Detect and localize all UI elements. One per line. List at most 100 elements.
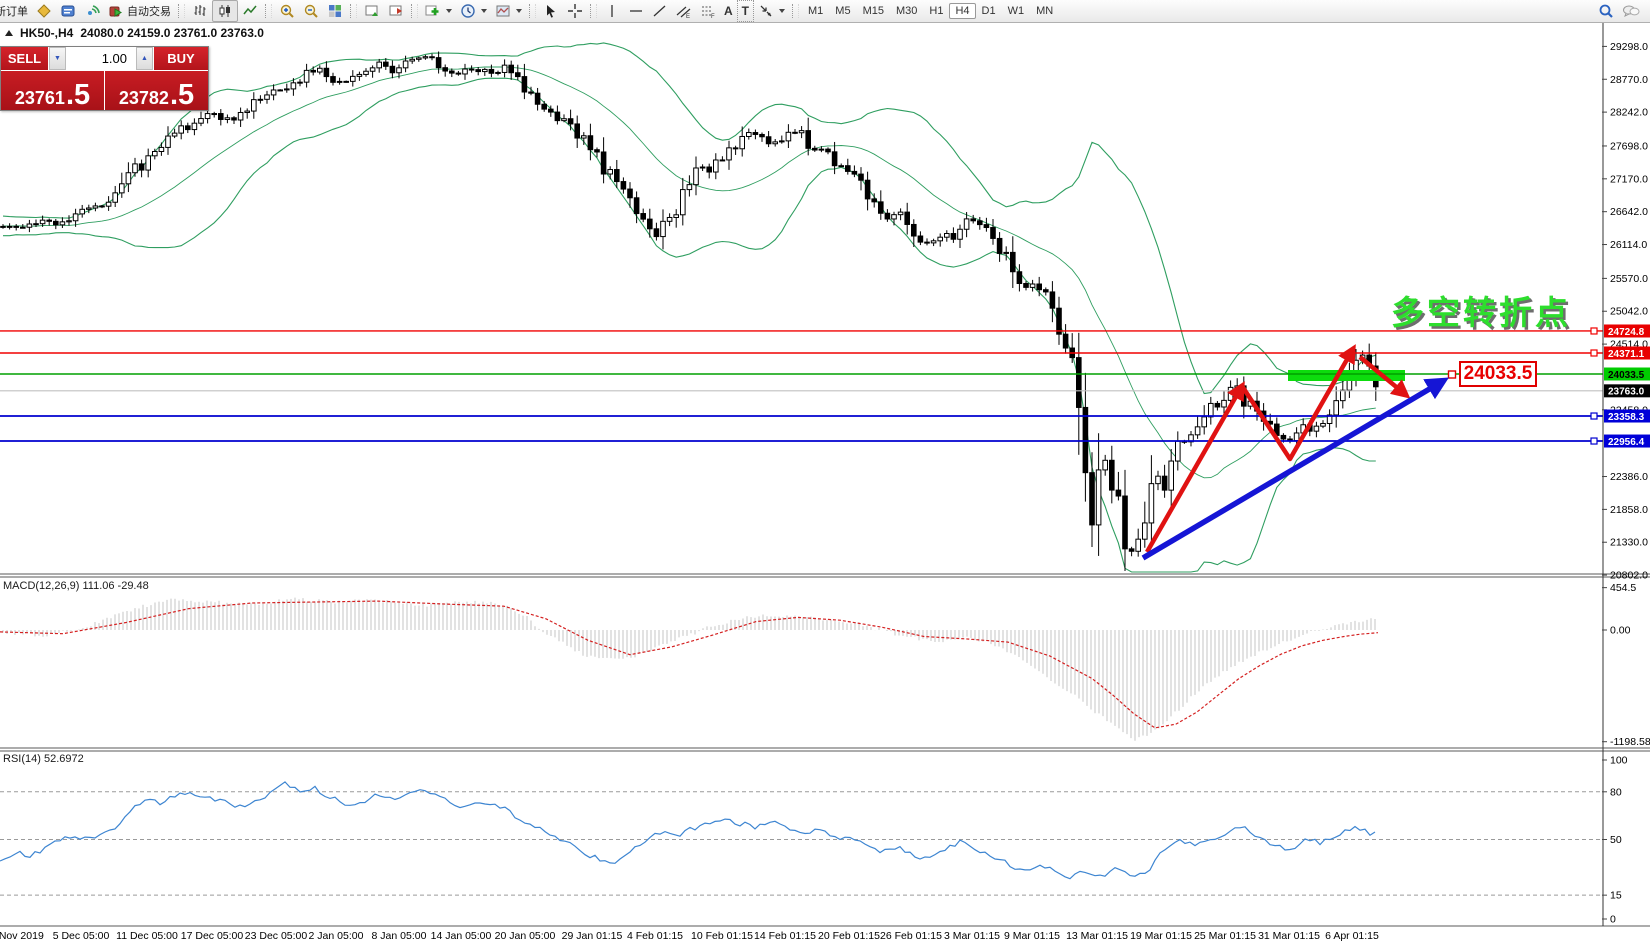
buy-price-frac: .5 xyxy=(169,78,195,111)
text-tool-icon[interactable]: A xyxy=(724,4,733,18)
time-axis-label: 11 Dec 05:00 xyxy=(116,930,178,942)
bar-chart-icon[interactable] xyxy=(188,1,212,21)
volume-increase-button[interactable]: ▲ xyxy=(136,47,153,70)
macd-indicator-label: MACD(12,26,9) 111.06 -29.48 xyxy=(3,580,149,592)
price-tag xyxy=(1604,367,1650,381)
time-axis-label: 31 Mar 01:15 xyxy=(1258,930,1320,942)
time-axis-label: 4 Feb 01:15 xyxy=(627,930,683,942)
price-tick-label: 28242.0 xyxy=(1610,107,1648,119)
metaeditor-icon[interactable] xyxy=(56,1,80,21)
crosshair-tool-icon[interactable] xyxy=(563,1,587,21)
price-tick-label: 22386.0 xyxy=(1610,471,1648,483)
price-tag xyxy=(1604,409,1650,423)
macd-axis-label: 454.5 xyxy=(1610,582,1636,594)
auto-trading-label: 自动交易 xyxy=(127,6,171,18)
price-tick-label: 27170.0 xyxy=(1610,173,1648,185)
timeframe-m15[interactable]: M15 xyxy=(862,5,884,17)
shapes-tool-button[interactable] xyxy=(754,1,789,21)
price-axis: 29298.0 28770.0 28242.0 27698.0 27170.0 26642… xyxy=(1602,41,1650,582)
price-tick-label: 25570.0 xyxy=(1610,273,1648,285)
price-tick-label: 28770.0 xyxy=(1610,74,1648,86)
dropdown-arrow-icon xyxy=(446,9,452,13)
timeframe-m5[interactable]: M5 xyxy=(835,5,851,17)
price-tag-label: 24371.1 xyxy=(1608,349,1645,360)
time-axis-label: 29 Jan 01:15 xyxy=(562,930,623,942)
line-chart-icon[interactable] xyxy=(238,1,262,21)
dropdown-arrow-icon xyxy=(481,9,487,13)
chat-icon[interactable] xyxy=(1618,1,1644,21)
timeframe-h1[interactable]: H1 xyxy=(929,5,944,17)
templates-button[interactable] xyxy=(491,1,526,21)
price-callout-box[interactable]: 24033.5 xyxy=(1459,361,1537,387)
cursor-tool-icon[interactable] xyxy=(539,1,563,21)
price-tag xyxy=(1604,324,1650,338)
candlestick-chart-icon[interactable] xyxy=(212,0,238,22)
macd-pane: 454.5 0.00 -1198.58 xyxy=(0,582,1650,748)
auto-trading-button[interactable]: 自动交易 xyxy=(104,1,175,21)
symbol-marker-icon xyxy=(5,30,13,36)
price-tag-label: 24724.8 xyxy=(1608,327,1645,338)
price-tag xyxy=(1604,384,1650,398)
price-tick-label: 29298.0 xyxy=(1610,41,1648,53)
timeframe-w1[interactable]: W1 xyxy=(1007,5,1025,17)
time-axis-label: 19 Mar 01:15 xyxy=(1130,930,1192,942)
timeframe-mn[interactable]: MN xyxy=(1036,5,1054,17)
sell-button[interactable]: SELL xyxy=(1,47,48,70)
timeframe-h4[interactable]: H4 xyxy=(949,3,976,19)
time-axis-label: 23 Dec 05:00 xyxy=(245,930,308,942)
vertical-line-tool-icon[interactable] xyxy=(600,1,624,21)
rsi-axis-label: 50 xyxy=(1610,834,1622,846)
chart-shift-icon[interactable] xyxy=(384,1,408,21)
timeframe-m30[interactable]: M30 xyxy=(895,5,918,17)
text-label-tool-icon[interactable]: T xyxy=(736,0,755,22)
bollinger-upper xyxy=(2,42,1376,395)
time-axis-label: 20 Jan 05:00 xyxy=(495,930,556,942)
line-endpoint-marker xyxy=(1590,327,1598,335)
green-band-annotation xyxy=(1288,370,1405,381)
one-click-trading-panel: SELL ▼ 1.00 ▲ BUY 23761 .5 23782 .5 xyxy=(0,46,209,111)
gold-ingot-icon[interactable] xyxy=(32,1,56,21)
trend-arrows xyxy=(1141,344,1449,561)
search-icon[interactable] xyxy=(1594,1,1618,21)
timeframe-d1[interactable]: D1 xyxy=(981,5,996,17)
time-axis-label: 8 Jan 05:00 xyxy=(372,930,427,942)
fibonacci-tool-icon[interactable]: F xyxy=(696,1,720,21)
toolbar-grip xyxy=(265,4,272,18)
zoom-out-icon[interactable] xyxy=(299,1,323,21)
zoom-in-icon[interactable] xyxy=(275,1,299,21)
volume-decrease-button[interactable]: ▼ xyxy=(49,47,66,70)
periods-button[interactable] xyxy=(456,1,491,21)
time-axis-label: 29 Nov 2019 xyxy=(0,930,44,942)
horizontal-line-tool-icon[interactable] xyxy=(624,1,648,21)
channel-tool-icon[interactable]: E xyxy=(672,1,696,21)
time-axis-label: 5 Dec 05:00 xyxy=(53,930,110,942)
trendline-tool-icon[interactable] xyxy=(648,1,672,21)
price-tag-label: 23763.0 xyxy=(1608,387,1645,398)
time-axis-label: 2 Jan 05:00 xyxy=(309,930,364,942)
macd-axis-label: 0.00 xyxy=(1610,625,1631,637)
callout-endpoint-marker xyxy=(1447,370,1457,379)
signals-icon[interactable] xyxy=(80,1,104,21)
sell-price-main: 23761 xyxy=(14,88,65,108)
tile-windows-icon[interactable] xyxy=(323,1,347,21)
time-axis-label: 3 Mar 01:15 xyxy=(944,930,1000,942)
price-tick-label: 26642.0 xyxy=(1610,206,1648,218)
bollinger-lower xyxy=(3,77,1376,573)
new-order-button[interactable]: 新订单 xyxy=(0,1,32,21)
buy-button[interactable]: BUY xyxy=(154,47,208,70)
rsi-axis-label: 100 xyxy=(1610,755,1628,767)
bollinger-bands xyxy=(2,42,1376,573)
horizontal-lines xyxy=(0,327,1603,445)
time-axis-label: 25 Mar 01:15 xyxy=(1194,930,1256,942)
auto-scroll-icon[interactable] xyxy=(360,1,384,21)
add-indicator-button[interactable] xyxy=(421,1,456,21)
buy-price-button[interactable]: 23782 .5 xyxy=(105,71,208,110)
timeframe-m1[interactable]: M1 xyxy=(808,5,824,17)
time-axis-label: 17 Dec 05:00 xyxy=(181,930,244,942)
macd-axis-label: -1198.58 xyxy=(1610,736,1650,748)
volume-input[interactable]: 1.00 xyxy=(67,47,135,70)
sell-price-button[interactable]: 23761 .5 xyxy=(1,71,104,110)
toolbar-grip xyxy=(350,4,357,18)
